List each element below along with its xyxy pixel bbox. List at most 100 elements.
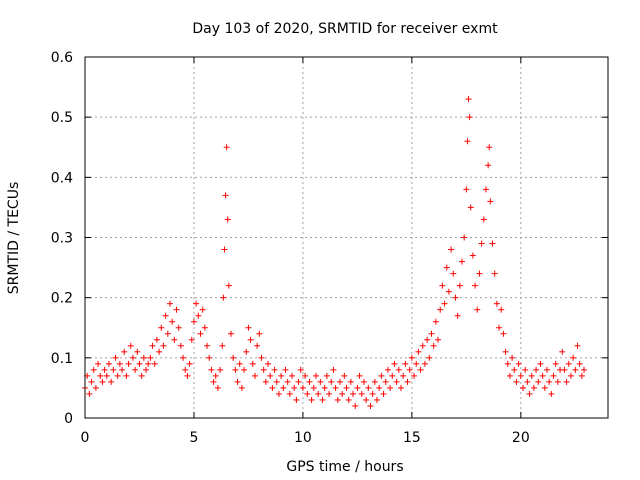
data-point <box>520 384 527 391</box>
data-point <box>456 282 463 289</box>
data-point <box>92 384 99 391</box>
data-point <box>504 360 511 367</box>
data-point <box>539 372 546 379</box>
data-point <box>395 366 402 373</box>
data-point <box>581 366 588 373</box>
data-point <box>188 336 195 343</box>
data-point <box>243 348 250 355</box>
data-point <box>387 384 394 391</box>
data-point <box>496 324 503 331</box>
data-point <box>286 390 293 397</box>
x-tick-label: 10 <box>294 430 312 446</box>
data-point <box>369 390 376 397</box>
data-point <box>275 390 282 397</box>
data-point <box>382 378 389 385</box>
data-point <box>273 378 280 385</box>
data-point <box>201 324 208 331</box>
data-point <box>312 372 319 379</box>
data-point <box>193 300 200 307</box>
data-point <box>160 342 167 349</box>
data-point <box>363 396 370 403</box>
data-point <box>103 372 110 379</box>
data-point <box>439 282 446 289</box>
data-point <box>354 384 361 391</box>
data-point <box>112 354 119 361</box>
data-point <box>341 372 348 379</box>
data-point <box>114 372 121 379</box>
data-point <box>315 390 322 397</box>
data-point <box>123 372 130 379</box>
data-point <box>578 372 585 379</box>
data-point <box>461 234 468 241</box>
data-point <box>95 360 102 367</box>
data-point <box>476 270 483 277</box>
data-point <box>466 114 473 121</box>
data-point <box>140 354 147 361</box>
data-point <box>175 324 182 331</box>
data-point <box>417 366 424 373</box>
data-point <box>99 378 106 385</box>
data-point <box>156 348 163 355</box>
data-point <box>343 384 350 391</box>
data-point <box>376 384 383 391</box>
data-point <box>371 378 378 385</box>
data-point <box>143 366 150 373</box>
data-point <box>554 378 561 385</box>
data-point <box>119 366 126 373</box>
data-point <box>195 312 202 319</box>
data-point <box>509 354 516 361</box>
data-point <box>230 354 237 361</box>
data-point <box>332 384 339 391</box>
data-point <box>310 384 317 391</box>
data-point <box>559 348 566 355</box>
data-point <box>463 186 470 193</box>
data-point <box>186 360 193 367</box>
data-point <box>511 366 518 373</box>
data-point <box>132 366 139 373</box>
data-point <box>169 318 176 325</box>
data-point <box>543 366 550 373</box>
data-point <box>378 372 385 379</box>
data-point <box>330 366 337 373</box>
axis-ticks: 0 5 10 15 20 0 0.1 0.2 0.3 0.4 0.5 0.6 <box>51 50 608 446</box>
data-point <box>572 366 579 373</box>
data-point <box>162 312 169 319</box>
data-point <box>284 378 291 385</box>
data-point <box>413 360 420 367</box>
data-point <box>289 372 296 379</box>
data-point <box>550 372 557 379</box>
data-point <box>221 246 228 253</box>
data-point <box>478 240 485 247</box>
data-point <box>506 372 513 379</box>
data-point <box>269 384 276 391</box>
data-point <box>389 372 396 379</box>
data-point <box>498 306 505 313</box>
y-tick-label: 0.1 <box>51 351 73 367</box>
data-point <box>151 360 158 367</box>
data-point <box>526 390 533 397</box>
data-point <box>491 270 498 277</box>
data-point <box>208 366 215 373</box>
data-point <box>256 330 263 337</box>
data-point <box>513 378 520 385</box>
data-point <box>129 354 136 361</box>
data-point <box>234 378 241 385</box>
data-point <box>528 372 535 379</box>
data-point <box>164 330 171 337</box>
data-point <box>522 366 529 373</box>
data-point <box>408 354 415 361</box>
data-point <box>265 360 272 367</box>
data-point <box>236 360 243 367</box>
data-point <box>251 372 258 379</box>
data-point <box>402 360 409 367</box>
data-point <box>432 318 439 325</box>
data-point <box>356 372 363 379</box>
data-point <box>570 354 577 361</box>
data-point <box>530 384 537 391</box>
y-tick-label: 0.4 <box>51 170 73 186</box>
data-point <box>350 390 357 397</box>
data-point <box>454 312 461 319</box>
data-point <box>153 336 160 343</box>
data-point <box>493 300 500 307</box>
data-point <box>222 192 229 199</box>
